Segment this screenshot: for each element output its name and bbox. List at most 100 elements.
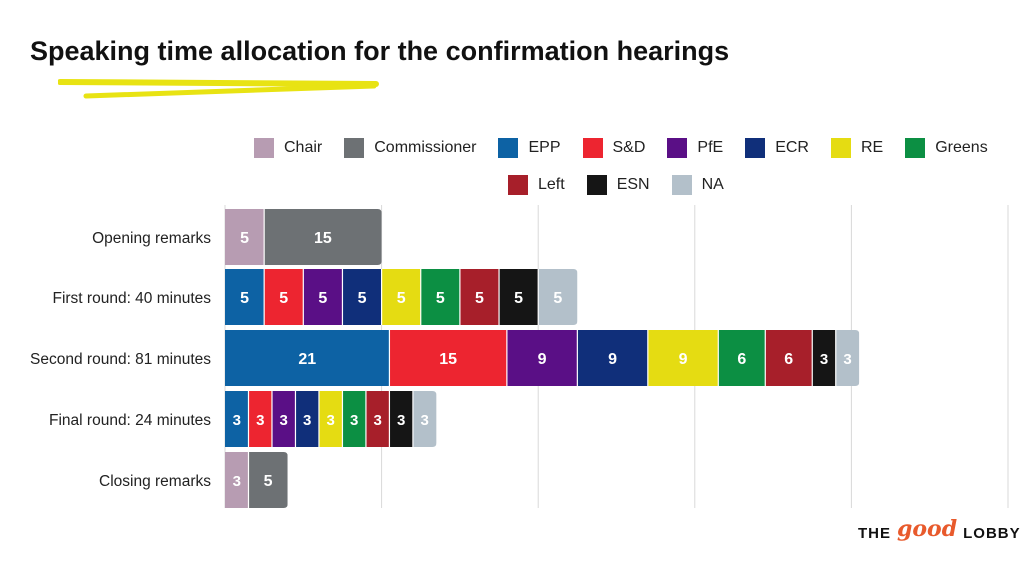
bar-segment	[248, 391, 272, 447]
bar-segment	[318, 391, 343, 447]
bar-segment	[248, 452, 288, 508]
data-label: 6	[784, 351, 793, 368]
legend-swatch	[344, 138, 365, 158]
bar-segment	[303, 269, 343, 325]
legend-row: Left ESN NA	[254, 173, 994, 197]
legend-item: EPP	[498, 138, 561, 158]
legend-label: S&D	[612, 139, 646, 156]
legend-item: Greens	[905, 138, 988, 158]
bar-segment	[225, 209, 265, 265]
data-label: 5	[279, 290, 288, 307]
bar-segment	[225, 452, 249, 508]
data-label: 3	[843, 351, 851, 368]
data-label: 5	[318, 290, 327, 307]
legend-label: EPP	[528, 139, 561, 156]
legend-item: Chair	[254, 138, 322, 158]
underline-stroke-top	[58, 79, 379, 87]
legend-item: S&D	[582, 138, 646, 158]
legend-label: RE	[860, 139, 884, 156]
bar-segment	[365, 391, 390, 447]
data-label: 15	[439, 351, 457, 368]
legend-item: PfE	[667, 138, 723, 158]
bar-row	[225, 330, 860, 386]
legend-label: ESN	[616, 176, 650, 193]
brand-text-left: THE	[858, 524, 891, 542]
legend-label: ECR	[775, 139, 809, 156]
legend-swatch	[586, 175, 607, 195]
legend-label: NA	[701, 176, 724, 193]
bar-segment	[225, 391, 249, 447]
bar-segment	[506, 330, 578, 386]
legend-item: ECR	[745, 138, 809, 158]
legend-row: Chair Commissioner EPP S&D PfE ECR RE Greens	[254, 136, 994, 160]
brand-text-script: good	[897, 516, 958, 542]
category-label: First round: 40 minutes	[52, 290, 211, 307]
bar-segment	[412, 391, 437, 447]
data-label: 5	[264, 473, 273, 490]
data-label: 5	[436, 290, 445, 307]
bar-segment	[271, 391, 296, 447]
category-label: Final round: 24 minutes	[49, 412, 211, 429]
bar-segment	[381, 269, 421, 325]
data-label: 5	[240, 290, 249, 307]
chart-title: Speaking time allocation for the confirm…	[30, 36, 730, 66]
data-label: 3	[233, 473, 241, 490]
bar-segment	[835, 330, 860, 386]
data-label: 9	[538, 351, 547, 368]
legend-item: RE	[830, 138, 884, 158]
legend-item: Left	[508, 175, 565, 195]
bar-segment	[342, 269, 382, 325]
bar-segment	[538, 269, 578, 325]
bar-segment	[812, 330, 836, 386]
underline-stroke-bottom	[83, 83, 377, 99]
data-label: 9	[679, 351, 688, 368]
data-label: 5	[475, 290, 484, 307]
legend-label: Left	[538, 176, 565, 193]
legend-swatch	[745, 138, 766, 158]
data-label: 5	[240, 230, 249, 247]
bar-segment	[295, 391, 319, 447]
data-label: 5	[397, 290, 406, 307]
bar-segment	[420, 269, 460, 325]
data-label: 15	[314, 230, 332, 247]
data-label: 3	[420, 412, 428, 429]
bar-segment	[264, 269, 304, 325]
data-label: 3	[280, 412, 288, 429]
data-label: 3	[374, 412, 382, 429]
legend-item: NA	[671, 175, 724, 195]
category-label: Opening remarks	[92, 230, 211, 247]
legend-swatch	[498, 138, 519, 158]
data-label: 5	[358, 290, 367, 307]
bar-segment	[342, 391, 366, 447]
bar-row	[225, 391, 437, 447]
bar-segment	[647, 330, 719, 386]
data-label: 5	[553, 290, 562, 307]
bar-row	[225, 209, 382, 265]
data-label: 3	[350, 412, 358, 429]
data-label: 3	[303, 412, 311, 429]
bar-segment	[499, 269, 539, 325]
bar-segment	[225, 269, 265, 325]
data-label: 5	[514, 290, 523, 307]
bar-segment	[389, 330, 507, 386]
brand-logo: THE good LOBBY	[858, 516, 1021, 546]
bar-segment	[459, 269, 500, 325]
data-label: 3	[397, 412, 405, 429]
bar-segment	[389, 391, 413, 447]
legend-label: Greens	[935, 139, 988, 156]
data-label: 6	[737, 351, 746, 368]
legend-swatch	[671, 175, 692, 195]
legend-swatch	[254, 138, 274, 158]
bar-segment	[765, 330, 813, 386]
data-label: 3	[233, 412, 241, 429]
data-label: 21	[298, 351, 316, 368]
bar-segment	[577, 330, 648, 386]
data-label: 3	[327, 412, 335, 429]
bar-row	[225, 269, 578, 325]
category-label: Second round: 81 minutes	[30, 351, 211, 368]
title-underline-decoration	[58, 79, 379, 99]
brand-text-right: LOBBY	[963, 524, 1021, 542]
data-label: 9	[608, 351, 617, 368]
bar-segment	[718, 330, 766, 386]
